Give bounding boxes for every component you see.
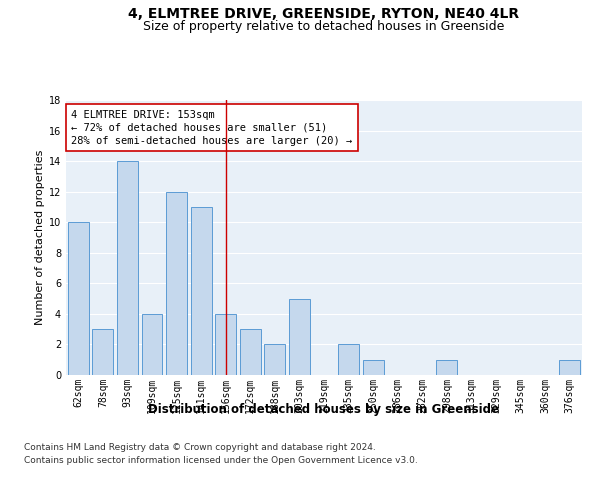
Bar bbox=[117, 161, 138, 375]
Bar bbox=[240, 329, 261, 375]
Bar bbox=[191, 207, 212, 375]
Bar bbox=[265, 344, 286, 375]
Text: Contains HM Land Registry data © Crown copyright and database right 2024.: Contains HM Land Registry data © Crown c… bbox=[24, 442, 376, 452]
Bar bbox=[436, 360, 457, 375]
Y-axis label: Number of detached properties: Number of detached properties bbox=[35, 150, 44, 325]
Text: Size of property relative to detached houses in Greenside: Size of property relative to detached ho… bbox=[143, 20, 505, 33]
Text: Distribution of detached houses by size in Greenside: Distribution of detached houses by size … bbox=[149, 402, 499, 415]
Bar bbox=[362, 360, 383, 375]
Bar bbox=[166, 192, 187, 375]
Text: 4 ELMTREE DRIVE: 153sqm
← 72% of detached houses are smaller (51)
28% of semi-de: 4 ELMTREE DRIVE: 153sqm ← 72% of detache… bbox=[71, 110, 352, 146]
Text: 4, ELMTREE DRIVE, GREENSIDE, RYTON, NE40 4LR: 4, ELMTREE DRIVE, GREENSIDE, RYTON, NE40… bbox=[128, 8, 520, 22]
Bar bbox=[338, 344, 359, 375]
Text: Contains public sector information licensed under the Open Government Licence v3: Contains public sector information licen… bbox=[24, 456, 418, 465]
Bar bbox=[559, 360, 580, 375]
Bar bbox=[215, 314, 236, 375]
Bar bbox=[289, 298, 310, 375]
Bar bbox=[142, 314, 163, 375]
Bar bbox=[92, 329, 113, 375]
Bar bbox=[68, 222, 89, 375]
